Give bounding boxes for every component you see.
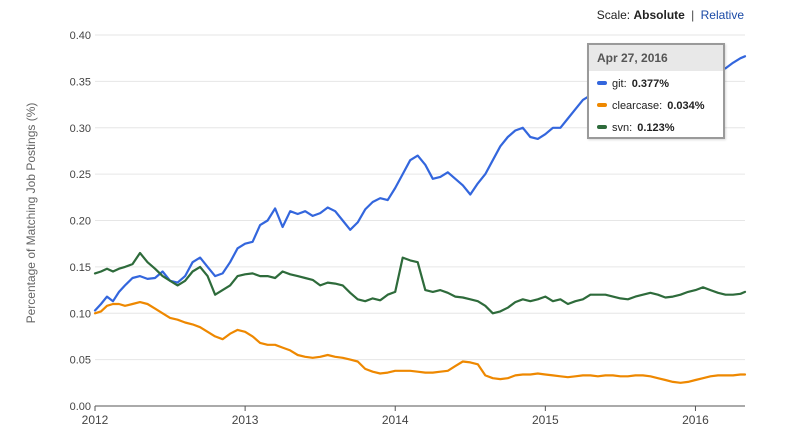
y-tick-label: 0.15 — [70, 262, 91, 274]
y-tick-label: 0.25 — [70, 169, 91, 181]
axis-labels: 0.00 0.05 0.10 0.15 0.20 0.25 0.30 0.35 0.40 2012… — [70, 30, 710, 427]
axes — [94, 405, 745, 411]
x-tick-label: 2015 — [532, 413, 559, 427]
git-swatch-icon — [597, 81, 607, 86]
x-tick-label: 2012 — [82, 413, 109, 427]
tooltip-date: Apr 27, 2016 — [589, 45, 723, 71]
y-tick-label: 0.00 — [70, 401, 91, 413]
tooltip-series-name: svn — [612, 122, 630, 134]
series-line-svn — [93, 251, 747, 315]
hover-tooltip: Apr 27, 2016 git: 0.377% clearcase: 0.03… — [587, 43, 725, 139]
y-axis-title: Percentage of Matching Job Postings (%) — [24, 103, 38, 324]
scale-relative-link[interactable]: Relative — [700, 8, 744, 22]
x-tick-label: 2014 — [382, 413, 409, 427]
scale-selector: Scale: Absolute | Relative — [597, 8, 744, 22]
gridlines — [95, 34, 745, 407]
y-tick-label: 0.40 — [70, 30, 91, 42]
clearcase-swatch-icon — [597, 103, 607, 108]
y-tick-label: 0.05 — [70, 355, 91, 367]
scale-label: Scale: — [596, 8, 631, 22]
tooltip-row-git: git: 0.377% — [597, 78, 669, 90]
scale-absolute-option[interactable]: Absolute — [633, 8, 685, 22]
y-tick-label: 0.20 — [70, 216, 91, 228]
series-line-clearcase — [93, 301, 747, 384]
tooltip-row-svn: svn: 0.123% — [597, 122, 675, 134]
tooltip-series-value: 0.034% — [667, 100, 705, 112]
svn-swatch-icon — [597, 125, 607, 130]
y-tick-label: 0.10 — [70, 308, 91, 320]
tooltip-series-value: 0.123% — [637, 122, 675, 134]
x-tick-label: 2016 — [682, 413, 709, 427]
scale-separator: | — [691, 8, 695, 22]
y-tick-label: 0.35 — [70, 76, 91, 88]
tooltip-row-clearcase: clearcase: 0.034% — [597, 100, 705, 112]
tooltip-series-name: clearcase — [612, 100, 660, 112]
tooltip-series-name: git — [612, 78, 624, 90]
x-tick-label: 2013 — [232, 413, 259, 427]
tooltip-series-value: 0.377% — [631, 78, 670, 90]
y-tick-label: 0.30 — [70, 123, 91, 135]
